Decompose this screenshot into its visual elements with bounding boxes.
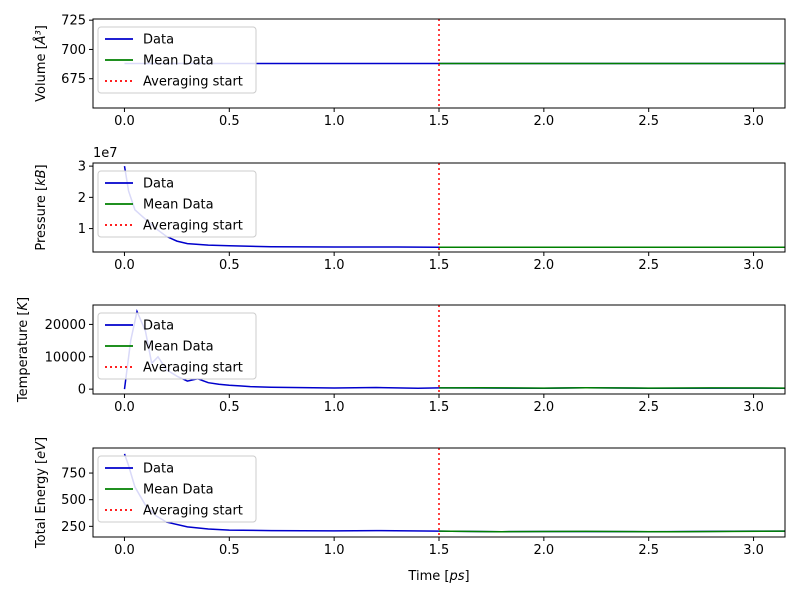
x-tick-label: 0.5 bbox=[219, 114, 240, 129]
y-tick-label: 750 bbox=[61, 467, 86, 482]
y-tick-label: 1 bbox=[78, 222, 86, 237]
y-tick-label: 500 bbox=[61, 493, 86, 508]
y-axis-label: Volume [Å³] bbox=[33, 25, 49, 102]
x-tick-label: 1.0 bbox=[324, 400, 345, 415]
y-tick-label: 20000 bbox=[45, 318, 86, 333]
y-tick-label: 725 bbox=[61, 14, 86, 29]
x-tick-label: 0.0 bbox=[114, 114, 135, 129]
legend-entry-label: Mean Data bbox=[143, 483, 214, 498]
legend-entry-label: Averaging start bbox=[143, 361, 243, 376]
x-tick-label: 3.0 bbox=[743, 400, 764, 415]
y-tick-label: 2 bbox=[78, 191, 86, 206]
x-tick-label: 1.0 bbox=[324, 114, 345, 129]
x-tick-label: 0.5 bbox=[219, 400, 240, 415]
legend-entry-label: Mean Data bbox=[143, 54, 214, 69]
x-tick-label: 1.5 bbox=[429, 400, 450, 415]
legend: Data Mean Data Averaging start bbox=[97, 26, 257, 94]
legend: Data Mean Data Averaging start bbox=[97, 312, 257, 380]
panel-1: 0.0 0.5 1.0 1.5 2.0 2.5 3.0 675 700 725 Volume [Å³… bbox=[33, 14, 786, 129]
x-tick-label: 0.5 bbox=[219, 258, 240, 273]
legend-entry-label: Data bbox=[143, 319, 174, 334]
legend-box bbox=[97, 455, 257, 523]
legend-entry-label: Data bbox=[143, 33, 174, 48]
panel-2: 0.0 0.5 1.0 1.5 2.0 2.5 3.0 1 2 3 1e7 Pressure [kB]… bbox=[34, 146, 786, 273]
legend-box bbox=[97, 170, 257, 238]
legend-entry-label: Mean Data bbox=[143, 340, 214, 355]
x-tick-label: 1.5 bbox=[429, 114, 450, 129]
legend-entry-label: Data bbox=[143, 462, 174, 477]
x-tick-label: 2.5 bbox=[638, 114, 659, 129]
y-tick-label: 250 bbox=[61, 520, 86, 535]
x-tick-label: 2.0 bbox=[534, 400, 555, 415]
y-axis-label: Pressure [kB] bbox=[34, 164, 49, 250]
x-tick-label: 2.5 bbox=[638, 400, 659, 415]
x-tick-label: 2.0 bbox=[534, 543, 555, 558]
panels: 0.0 0.5 1.0 1.5 2.0 2.5 3.0 675 700 725 Volume [Å³… bbox=[16, 14, 786, 584]
offset-text: 1e7 bbox=[93, 146, 118, 161]
x-tick-label: 0.0 bbox=[114, 400, 135, 415]
x-tick-label: 1.0 bbox=[324, 543, 345, 558]
x-tick-label: 0.0 bbox=[114, 258, 135, 273]
y-axis-label: Total Energy [eV] bbox=[34, 437, 49, 549]
y-tick-label: 10000 bbox=[45, 350, 86, 365]
x-tick-label: 3.0 bbox=[743, 543, 764, 558]
legend-entry-label: Data bbox=[143, 177, 174, 192]
x-tick-label: 2.5 bbox=[638, 543, 659, 558]
panel-3: 0.0 0.5 1.0 1.5 2.0 2.5 3.0 0 10000 20000 Temperat… bbox=[16, 297, 786, 415]
y-axis-label: Temperature [K] bbox=[16, 297, 31, 403]
x-tick-label: 1.0 bbox=[324, 258, 345, 273]
mean-data-series-line bbox=[438, 530, 785, 533]
legend-entry-label: Averaging start bbox=[143, 75, 243, 90]
legend: Data Mean Data Averaging start bbox=[97, 455, 257, 523]
y-tick-label: 3 bbox=[78, 160, 86, 175]
y-tick-label: 700 bbox=[61, 43, 86, 58]
x-tick-label: 2.5 bbox=[638, 258, 659, 273]
x-tick-label: 1.5 bbox=[429, 543, 450, 558]
x-tick-label: 1.5 bbox=[429, 258, 450, 273]
x-tick-label: 2.0 bbox=[534, 114, 555, 129]
y-tick-label: 675 bbox=[61, 72, 86, 87]
y-tick-label: 0 bbox=[78, 383, 86, 398]
x-tick-label: 0.5 bbox=[219, 543, 240, 558]
x-axis-label: Time [ps] bbox=[407, 569, 469, 584]
x-tick-label: 0.0 bbox=[114, 543, 135, 558]
panel-4: 0.0 0.5 1.0 1.5 2.0 2.5 3.0 250 500 750 Total Ener… bbox=[34, 437, 786, 584]
legend-box bbox=[97, 312, 257, 380]
legend-box bbox=[97, 26, 257, 94]
x-tick-label: 2.0 bbox=[534, 258, 555, 273]
x-tick-label: 3.0 bbox=[743, 114, 764, 129]
legend-entry-label: Mean Data bbox=[143, 198, 214, 213]
legend-entry-label: Averaging start bbox=[143, 504, 243, 519]
legend: Data Mean Data Averaging start bbox=[97, 170, 257, 238]
legend-entry-label: Averaging start bbox=[143, 219, 243, 234]
x-tick-label: 3.0 bbox=[743, 258, 764, 273]
